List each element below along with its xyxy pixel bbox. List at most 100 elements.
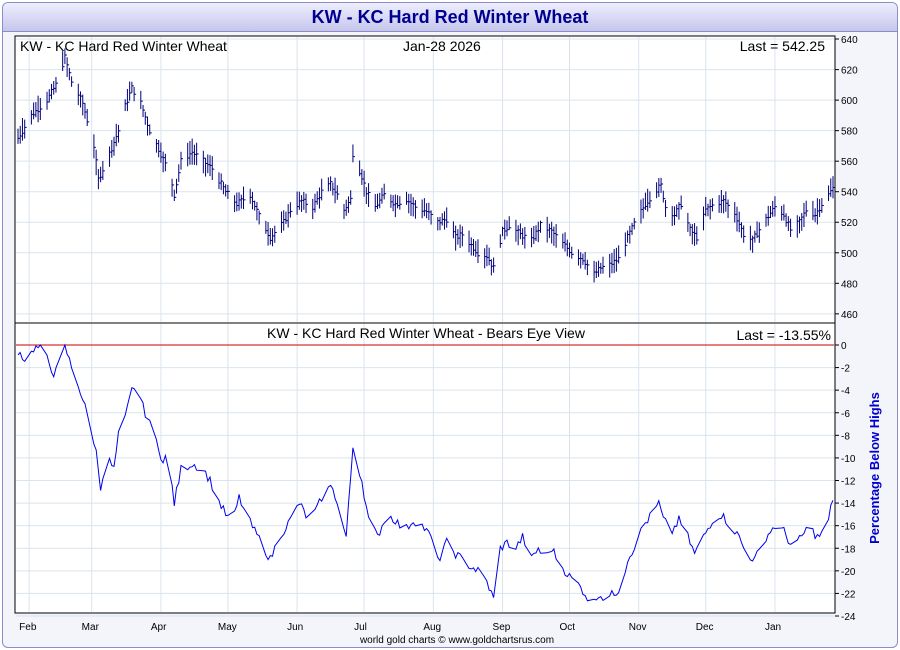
price-bar: [647, 188, 650, 212]
price-bar: [524, 226, 527, 249]
price-bar: [803, 202, 806, 228]
price-bar: [618, 245, 621, 264]
price-bar: [84, 103, 87, 119]
price-bar: [283, 210, 286, 231]
price-bar: [406, 191, 409, 205]
price-bar: [100, 166, 103, 183]
price-bar: [517, 225, 521, 246]
price-bar: [80, 91, 83, 108]
price-bar: [68, 67, 72, 81]
price-bar: [160, 142, 163, 163]
price-bar: [113, 136, 117, 156]
price-bar: [649, 191, 652, 209]
price-bar: [77, 83, 81, 106]
bears-y-tick-label: -24: [841, 612, 856, 623]
bears-y-axis-label: Percentage Below Highs: [867, 392, 882, 544]
price-bar: [236, 192, 239, 212]
x-tick-label: Jun: [287, 622, 303, 633]
price-bar: [564, 232, 568, 252]
price-bar: [423, 198, 427, 217]
price-bar: [816, 198, 820, 225]
price-bar: [55, 77, 58, 93]
price-bar: [334, 177, 338, 204]
price-bar: [171, 178, 175, 197]
price-bar: [446, 207, 449, 228]
price-y-tick-label: 520: [841, 218, 858, 229]
chart-canvas: Feb Mar Apr May Jun Jul Aug Sep Oct Nov Dec Jan 460 4…: [14, 35, 882, 646]
price-bar: [774, 196, 777, 217]
price-bar: [441, 213, 445, 226]
price-bar: [707, 203, 710, 217]
price-bar: [680, 195, 684, 210]
price-bar: [17, 128, 20, 144]
price-bar: [821, 197, 824, 213]
price-bar: [475, 240, 478, 257]
price-bar: [644, 192, 648, 210]
bears-y-tick-label: -8: [841, 431, 850, 442]
price-bar: [519, 223, 523, 240]
price-bar: [830, 178, 833, 197]
price-bar: [383, 183, 387, 200]
price-bar: [272, 228, 275, 247]
bears-y-tick-label: -18: [841, 544, 856, 555]
price-bar: [473, 239, 476, 256]
price-bar: [749, 225, 753, 251]
price-bar: [727, 199, 731, 219]
price-bar: [611, 252, 614, 274]
price-bar: [736, 206, 739, 232]
price-bar: [631, 222, 635, 235]
price-bar: [327, 177, 331, 192]
price-bar: [580, 252, 583, 269]
price-bar: [30, 110, 34, 125]
price-bar: [144, 111, 148, 125]
price-bar: [502, 226, 505, 237]
price-bar: [586, 259, 590, 276]
price-bar: [265, 220, 268, 234]
price-bar: [709, 199, 713, 220]
bears-y-tick-label: -2: [841, 364, 850, 375]
price-bar: [126, 89, 130, 112]
price-bar: [656, 182, 659, 199]
price-bar: [303, 191, 306, 210]
price-bar: [799, 216, 802, 234]
price-bar: [397, 195, 400, 209]
price-bar: [754, 230, 757, 243]
price-bar: [548, 223, 552, 238]
price-bar: [254, 200, 257, 211]
price-bar: [452, 221, 456, 239]
price-bar: [285, 211, 288, 224]
price-bar: [658, 177, 661, 197]
price-bar: [566, 239, 570, 257]
price-bar: [164, 153, 168, 172]
price-bar: [394, 194, 398, 218]
bears-line-group: [16, 343, 834, 602]
price-bar: [347, 196, 351, 213]
price-bar: [296, 191, 300, 215]
price-bar: [359, 160, 362, 177]
price-bar: [533, 225, 536, 245]
price-bar: [189, 140, 192, 165]
price-bar: [381, 187, 384, 204]
price-bar: [584, 251, 588, 270]
price-bar: [428, 202, 431, 221]
price-bar: [790, 218, 793, 237]
price-bar: [598, 260, 601, 277]
price-bar: [345, 199, 349, 216]
price-bar: [783, 204, 786, 221]
price-bar: [595, 261, 599, 279]
price-bar: [227, 184, 230, 200]
price-bar: [694, 223, 697, 246]
x-tick-label: Nov: [629, 622, 647, 633]
price-bar: [490, 259, 494, 276]
bears-y-tick-label: 0: [841, 341, 847, 352]
price-bar: [267, 221, 271, 246]
price-bar: [705, 196, 708, 217]
price-bar: [593, 260, 597, 283]
price-panel-title: KW - KC Hard Red Winter Wheat: [20, 38, 227, 54]
price-bar: [178, 164, 181, 182]
price-bar: [582, 253, 585, 265]
price-bar: [477, 239, 480, 264]
price-bar: [740, 222, 744, 238]
price-bar: [33, 102, 36, 120]
